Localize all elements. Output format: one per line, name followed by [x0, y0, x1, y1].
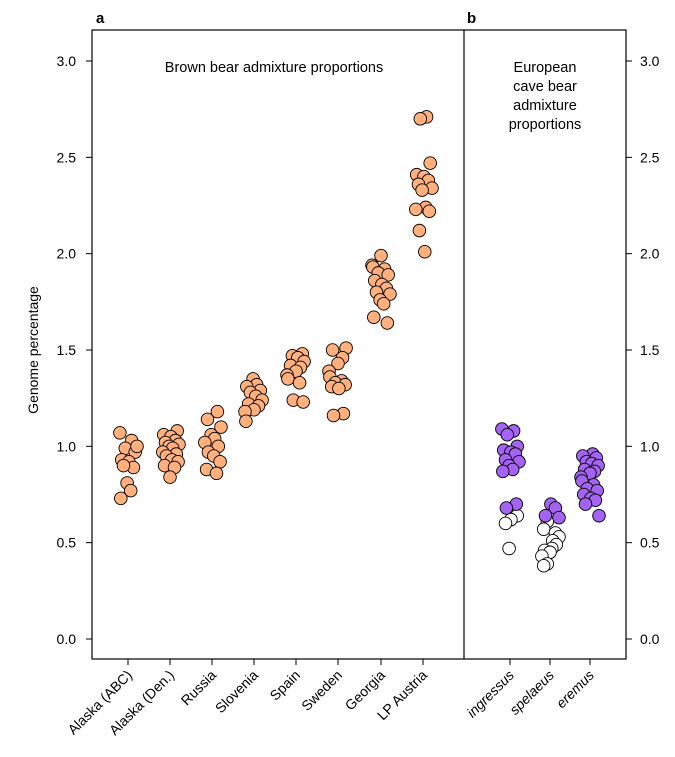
data-points — [113, 110, 606, 573]
point-sweden — [325, 343, 340, 357]
right-tick-label: 0.0 — [640, 631, 660, 647]
category-label: Russia — [178, 667, 220, 709]
point-filled-ingressus — [500, 428, 515, 442]
left-tick-label: 2.0 — [57, 246, 77, 262]
category-label: ingressus — [463, 667, 517, 721]
point-georgia — [381, 268, 395, 282]
point-filled-eremus — [592, 508, 606, 523]
left-tick-label: 1.0 — [57, 438, 77, 454]
panel-a-title: Brown bear admixture proportions — [165, 60, 383, 76]
point-sweden — [326, 408, 341, 423]
right-tick-label: 1.0 — [640, 438, 660, 454]
point-alaska-den- — [163, 470, 177, 484]
right-tick-label: 0.5 — [640, 535, 660, 551]
category-label: spelaeus — [506, 667, 557, 718]
point-filled-ingressus — [499, 501, 514, 515]
right-y-axis: 0.0 0.5 1.0 1.5 2.0 2.5 3.0 — [625, 53, 660, 647]
point-georgia — [367, 310, 381, 324]
panel-b-title-line-3: admixture — [513, 98, 577, 114]
category-label: eremus — [553, 667, 597, 711]
point-russia — [213, 454, 227, 469]
category-label: Spain — [266, 667, 303, 704]
point-lp-austria — [415, 183, 429, 197]
point-open-spelaeus — [536, 559, 551, 573]
point-lp-austria — [412, 223, 427, 238]
y-axis-label: Genome percentage — [25, 286, 41, 414]
category-label: Sweden — [298, 667, 345, 714]
panel-a-letter: a — [96, 10, 105, 27]
point-lp-austria — [413, 112, 428, 126]
left-tick-label: 0.0 — [57, 631, 77, 647]
right-tick-label: 2.5 — [640, 149, 660, 165]
point-lp-austria — [423, 156, 437, 170]
point-spain — [296, 395, 310, 409]
point-sweden — [332, 381, 346, 396]
point-russia — [200, 412, 215, 427]
panel-b-title-line-2: cave bear — [513, 79, 577, 95]
point-lp-austria — [418, 244, 432, 259]
left-tick-label: 1.5 — [57, 342, 77, 358]
left-y-axis: 0.0 0.5 1.0 1.5 2.0 2.5 3.0 — [57, 53, 93, 647]
right-tick-label: 1.5 — [640, 342, 660, 358]
panel-b-letter: b — [467, 10, 476, 27]
point-alaska-abc- — [114, 491, 128, 506]
left-tick-label: 2.5 — [57, 149, 77, 165]
right-tick-label: 3.0 — [640, 53, 660, 69]
point-georgia — [383, 287, 397, 301]
point-alaska-abc- — [116, 458, 131, 473]
point-russia — [210, 404, 225, 419]
point-georgia — [376, 297, 391, 311]
point-alaska-abc- — [130, 439, 144, 454]
point-open-ingressus — [498, 516, 513, 531]
left-tick-label: 0.5 — [57, 535, 77, 551]
point-slovenia — [239, 414, 253, 429]
left-tick-label: 3.0 — [57, 53, 77, 69]
point-spain — [281, 372, 295, 386]
category-label: Slovenia — [212, 667, 261, 716]
point-sweden — [331, 356, 345, 371]
point-russia — [214, 420, 228, 434]
panel-b-title-line-1: European — [514, 60, 577, 76]
point-spain — [292, 376, 307, 390]
point-georgia — [380, 316, 395, 330]
point-open-ingressus — [502, 541, 516, 556]
point-alaska-abc- — [113, 426, 127, 440]
point-open-spelaeus — [536, 522, 551, 536]
point-filled-ingressus — [496, 464, 510, 479]
point-russia — [209, 466, 224, 481]
panel-b-title-line-4: proportions — [509, 117, 582, 133]
point-filled-eremus — [578, 497, 593, 511]
point-lp-austria — [409, 202, 423, 217]
point-filled-spelaeus — [552, 510, 566, 525]
right-tick-label: 2.0 — [640, 246, 660, 262]
point-lp-austria — [422, 204, 437, 219]
point-filled-spelaeus — [538, 508, 553, 523]
point-georgia — [374, 248, 388, 263]
point-alaska-abc- — [123, 483, 138, 498]
